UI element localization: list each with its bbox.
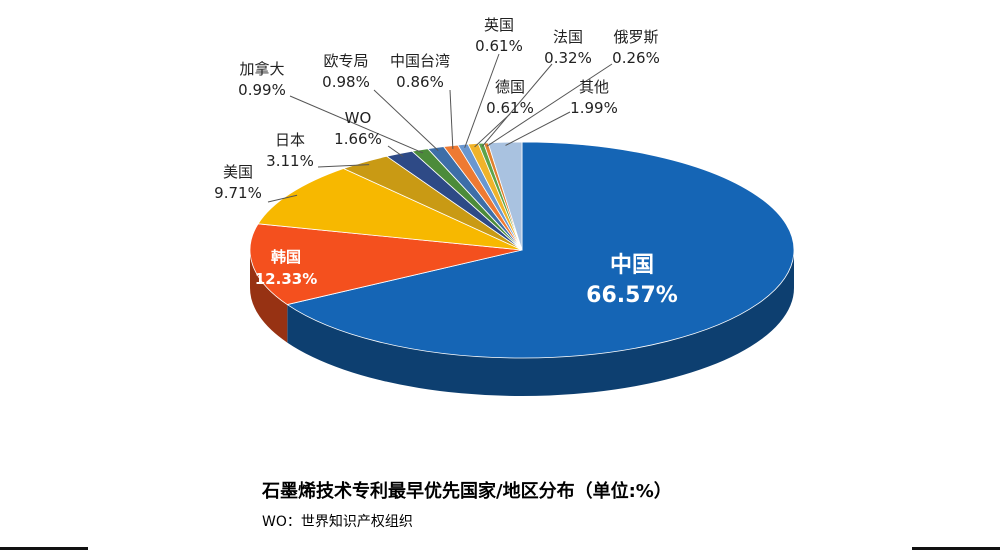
slice-7-value: 0.86% bbox=[396, 73, 444, 91]
slice-1-side bbox=[250, 250, 288, 343]
chart-subtitle: WO：世界知识产权组织 bbox=[262, 513, 413, 530]
slice-8-leader bbox=[464, 53, 500, 148]
slice-2-leader bbox=[267, 194, 298, 203]
slice-2-value: 9.71% bbox=[214, 184, 262, 202]
slice-labels: 中国 66.57% 韩国 12.33% 美国 9.71% 日本 3.11% WO 1.66% 加拿大… bbox=[214, 16, 678, 308]
slice-3-label: 日本 bbox=[275, 131, 305, 149]
slice-0-label: 中国 bbox=[610, 253, 654, 278]
slice-2-top bbox=[257, 168, 523, 251]
slice-7-leader bbox=[449, 89, 454, 149]
slice-5-value: 0.99% bbox=[238, 81, 286, 99]
slice-2-label: 美国 bbox=[223, 163, 253, 181]
slice-10-label: 法国 bbox=[553, 28, 583, 46]
slice-4-value: 1.66% bbox=[334, 130, 382, 148]
slice-1-value: 12.33% bbox=[255, 270, 317, 288]
slice-0-value: 66.57% bbox=[586, 283, 678, 308]
slice-1-label: 韩国 bbox=[271, 248, 301, 266]
slice-12-leader bbox=[505, 111, 571, 146]
slice-8-label: 英国 bbox=[484, 16, 514, 34]
slice-0-top bbox=[286, 141, 795, 359]
slice-10-leader bbox=[481, 63, 553, 147]
slice-1-top bbox=[249, 223, 523, 305]
chart-title: 石墨烯技术专利最早优先国家/地区分布（单位:%） bbox=[261, 480, 672, 502]
slice-5-label: 加拿大 bbox=[239, 60, 284, 78]
bottom-rule-left bbox=[0, 547, 88, 550]
slice-8-value: 0.61% bbox=[475, 37, 523, 55]
slice-7-label: 中国台湾 bbox=[390, 52, 450, 70]
slice-4-leader bbox=[387, 145, 404, 157]
slice-6-label: 欧专局 bbox=[323, 52, 368, 70]
slice-9-leader bbox=[474, 113, 511, 148]
bottom-rule-right bbox=[912, 547, 1000, 550]
slice-9-value: 0.61% bbox=[486, 99, 534, 117]
slice-6-value: 0.98% bbox=[322, 73, 370, 91]
slice-9-label: 德国 bbox=[495, 78, 525, 96]
slice-11-label: 俄罗斯 bbox=[613, 28, 658, 46]
leader-lines bbox=[267, 53, 613, 203]
slice-12-top bbox=[487, 141, 523, 251]
slice-3-leader bbox=[317, 164, 370, 168]
slice-11-leader bbox=[486, 63, 613, 147]
slice-11-value: 0.26% bbox=[612, 49, 660, 67]
slice-3-value: 3.11% bbox=[266, 152, 314, 170]
slice-10-value: 0.32% bbox=[544, 49, 592, 67]
slice-0-side bbox=[287, 250, 794, 396]
slice-6-leader bbox=[373, 89, 439, 152]
pie-tops bbox=[249, 141, 795, 359]
slice-12-value: 1.99% bbox=[570, 99, 618, 117]
slice-5-leader bbox=[289, 95, 424, 154]
slice-12-label: 其他 bbox=[579, 78, 609, 96]
pie-sides bbox=[250, 250, 794, 396]
slice-4-label: WO bbox=[345, 109, 372, 127]
